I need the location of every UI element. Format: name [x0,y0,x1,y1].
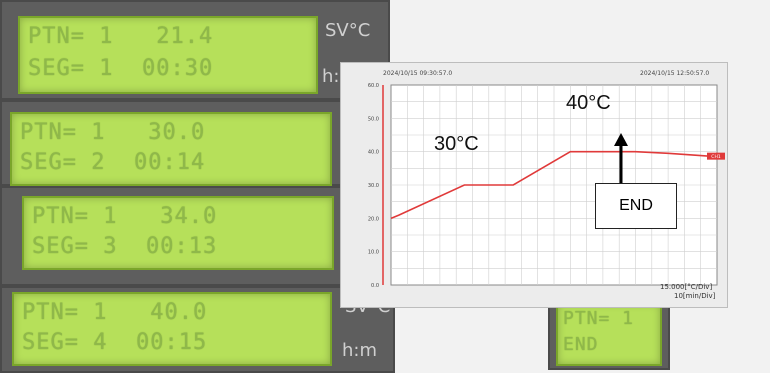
temperature-trace [390,150,718,220]
lcd-line2: SEG= 3 00:13 [32,234,218,259]
lcd-line1: PTN= 1 40.0 [22,300,208,325]
end-line2: END [563,334,599,355]
end-lcd-display: PTN= 1 END [556,302,662,366]
y-tick-label: 0.0 [371,283,379,289]
label-30c: 30°C [434,133,479,155]
lcd-line2: SEG= 1 00:30 [28,56,214,81]
y-tick-label: 10.0 [368,250,379,256]
lcd-line1: PTN= 1 34.0 [32,204,218,229]
y-tick-label: 30.0 [368,183,379,189]
lcd-line1: PTN= 1 21.4 [28,24,214,49]
end-annotation-box: END [595,183,677,229]
y-tick-label: 50.0 [368,116,379,122]
chart-scale-temp: 15.000[°C/Div] [660,283,713,291]
lcd-display-2: PTN= 1 30.0 SEG= 2 00:14 [10,112,332,186]
lcd-display-3: PTN= 1 34.0 SEG= 3 00:13 [22,196,334,270]
chart-end-time: 2024/10/15 12:50:57.0 [640,70,710,77]
lcd-line1: PTN= 1 30.0 [20,120,206,145]
end-line1: PTN= 1 [563,308,635,329]
unit-sv-label: SV°C [325,20,371,41]
unit-hm-label-bottom: h:m [342,340,378,361]
label-40c: 40°C [566,92,611,114]
lcd-line2: SEG= 2 00:14 [20,150,206,175]
y-tick-label: 20.0 [368,216,379,222]
channel-tag-label: CH1 [711,154,721,160]
temperature-chart: 60.0 50.0 40.0 30.0 20.0 10.0 0.0 CH1 [340,62,728,308]
lcd-display-1: PTN= 1 21.4 SEG= 1 00:30 [18,16,318,94]
arrow-up-icon [614,133,628,184]
chart-start-time: 2024/10/15 09:30:57.0 [383,70,453,77]
chart-scale-time: 10[min/Div] [674,292,716,300]
y-tick-label: 40.0 [368,150,379,156]
channel-tag [707,152,725,160]
y-tick-label: 60.0 [368,83,379,89]
lcd-line2: SEG= 4 00:15 [22,330,208,355]
lcd-display-4: PTN= 1 40.0 SEG= 4 00:15 [12,292,332,366]
